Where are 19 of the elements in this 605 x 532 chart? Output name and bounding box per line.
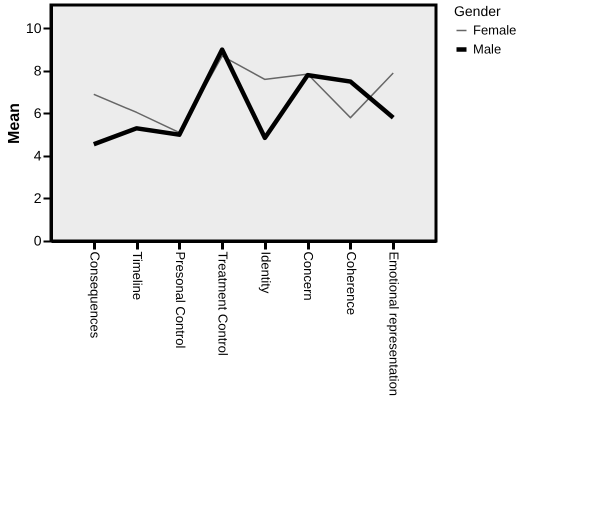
y-tick-label: 6 — [34, 104, 42, 121]
y-tick-label: 4 — [34, 147, 42, 164]
y-axis-title: Mean — [6, 103, 23, 144]
y-tick-label: 0 — [34, 232, 42, 248]
y-tick-label: 10 — [26, 20, 42, 36]
x-tick-label: Coherence — [344, 252, 359, 316]
legend-label: Male — [473, 42, 502, 56]
x-tick-label: Emotional representation — [386, 252, 402, 396]
x-tick-label: Timeline — [130, 252, 146, 300]
x-tick-label: Consequences — [87, 252, 102, 339]
x-tick-label: Identity — [258, 252, 274, 294]
y-tick-label: 2 — [34, 190, 42, 206]
line-series — [92, 47, 396, 147]
x-tick-label: Treatment Control — [216, 252, 231, 356]
x-tick-label: Presonal Control — [172, 252, 188, 348]
y-tick-label: 8 — [34, 62, 42, 78]
legend-label: Female — [473, 22, 516, 38]
x-tick-label: Concern — [301, 252, 316, 301]
legend-title: Gender — [454, 3, 502, 19]
